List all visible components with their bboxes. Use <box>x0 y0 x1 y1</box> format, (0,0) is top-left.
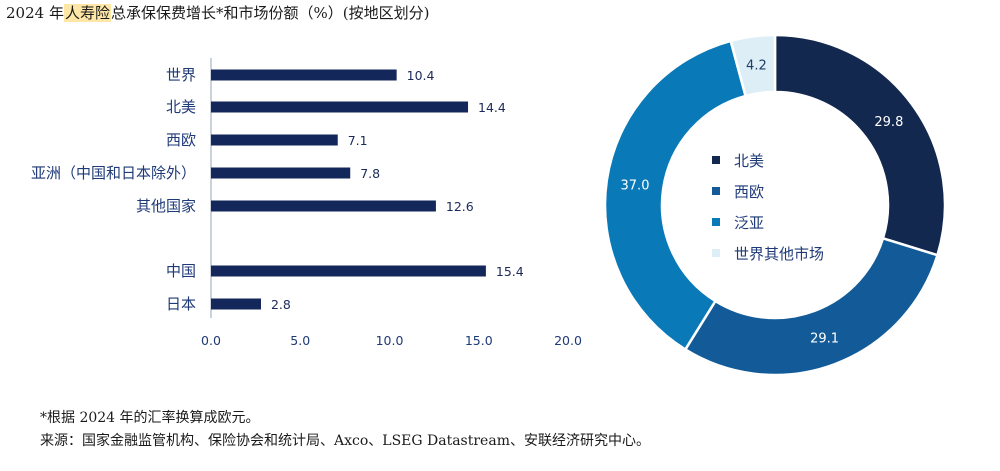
category-label: 西欧 <box>166 131 196 149</box>
bar-value-label: 7.1 <box>348 133 368 148</box>
category-label: 亚洲（中国和日本除外） <box>31 164 196 182</box>
title-highlight: 人寿险 <box>63 4 111 22</box>
bar-value-label: 12.6 <box>446 199 474 214</box>
category-label: 其他国家 <box>136 197 196 215</box>
bar-value-label: 15.4 <box>496 264 524 279</box>
x-tick-label: 15.0 <box>465 333 493 348</box>
donut-slice <box>603 39 748 352</box>
category-label: 世界 <box>166 66 196 84</box>
bar <box>211 69 397 81</box>
bar <box>211 167 351 179</box>
bar-value-label: 14.4 <box>478 100 506 115</box>
legend-label: 泛亚 <box>734 214 764 232</box>
legend-swatch <box>712 218 720 226</box>
legend-swatch <box>712 249 720 257</box>
category-label: 中国 <box>166 262 196 280</box>
x-tick-label: 5.0 <box>290 333 310 348</box>
slice-value-label: 37.0 <box>621 178 650 193</box>
footnote: *根据 2024 年的汇率换算成欧元。 <box>40 410 260 426</box>
donut-slice <box>729 33 777 98</box>
chart-title: 2024 年人寿险总承保保费增长*和市场份额（%）(按地区划分) <box>6 4 430 22</box>
legend-swatch <box>712 156 720 164</box>
donut-slice <box>683 236 939 377</box>
legend-label: 西欧 <box>734 183 764 201</box>
legend-label: 北美 <box>734 152 764 170</box>
bar-value-label: 7.8 <box>360 166 380 181</box>
x-tick-label: 20.0 <box>554 333 582 348</box>
x-tick-label: 10.0 <box>376 333 404 348</box>
bar-value-label: 10.4 <box>407 68 435 83</box>
donut-slice <box>773 33 947 257</box>
category-label: 北美 <box>166 98 196 116</box>
slice-value-label: 4.2 <box>746 59 767 74</box>
source-note: 来源：国家金融监管机构、保险协会和统计局、Axco、LSEG Datastrea… <box>40 433 650 449</box>
category-label: 日本 <box>166 295 196 313</box>
slice-value-label: 29.1 <box>810 332 839 347</box>
bar <box>211 265 486 277</box>
slice-value-label: 29.8 <box>874 115 903 130</box>
legend-label: 世界其他市场 <box>734 245 824 263</box>
bar-chart: 世界 10.4 北美 14.4 西欧 7.1 亚洲（中国和日本除外） 7.8 其他国家 12.6 中… <box>31 58 582 348</box>
x-tick-label: 0.0 <box>201 333 221 348</box>
bar <box>211 200 436 212</box>
legend-swatch <box>712 187 720 195</box>
bar <box>211 134 338 146</box>
bar <box>211 298 261 310</box>
bar-value-label: 2.8 <box>271 297 291 312</box>
bar <box>211 101 469 113</box>
